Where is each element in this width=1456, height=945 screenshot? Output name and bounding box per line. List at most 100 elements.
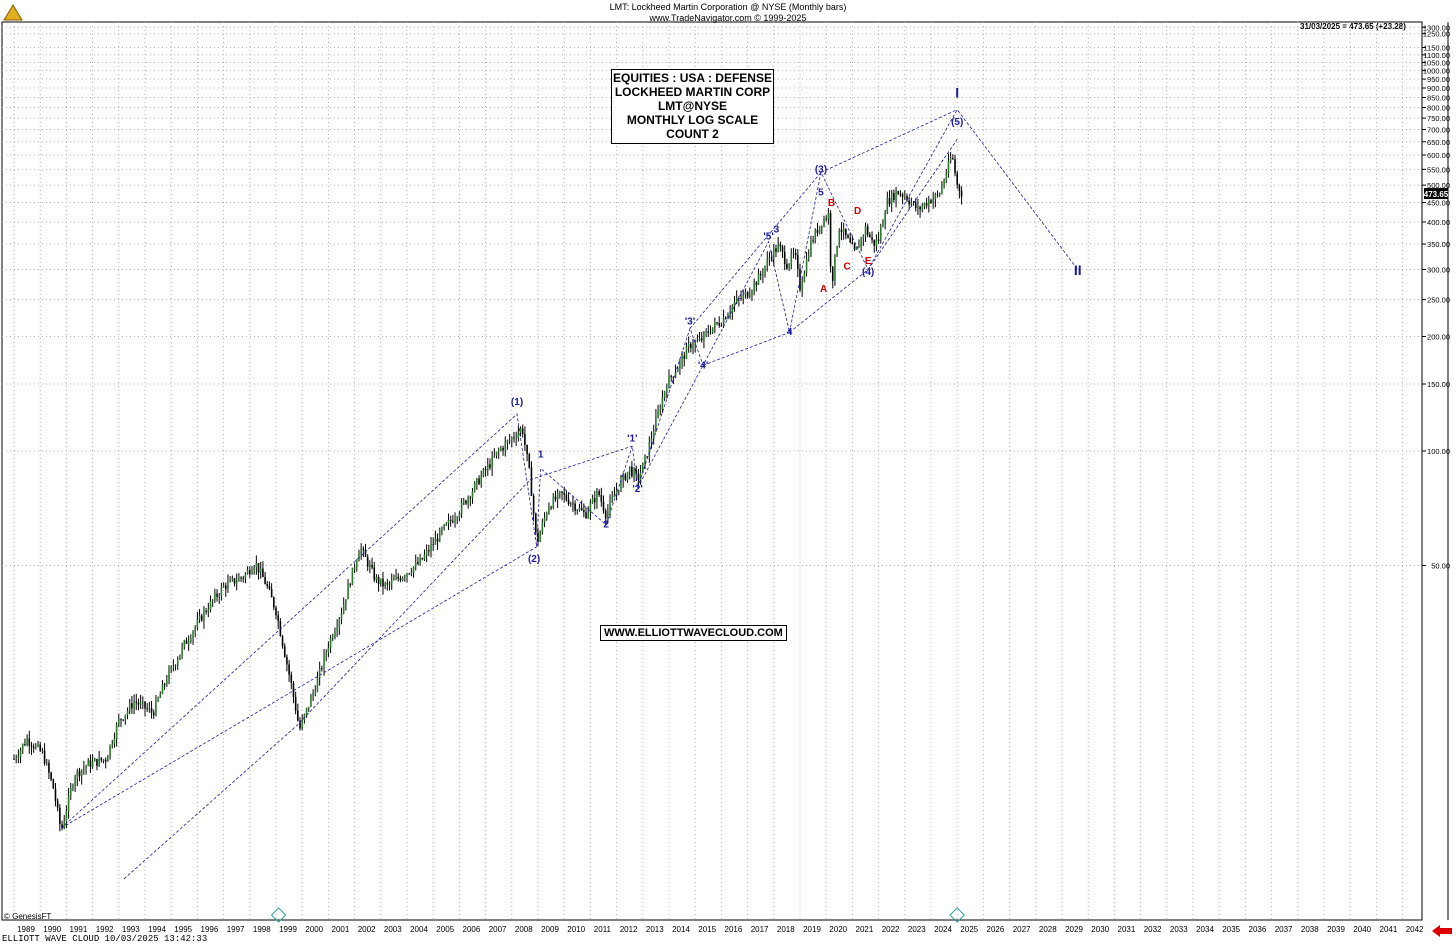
price-candle-body (724, 317, 727, 319)
price-candle-body (554, 496, 557, 500)
price-candle-body (945, 173, 948, 181)
price-candle-body (187, 641, 190, 644)
price-candle-body (810, 240, 812, 256)
price-candle-body (122, 719, 124, 721)
x-tick-label: 1997 (227, 925, 245, 934)
y-tick-label: 300.00 (1427, 266, 1450, 275)
price-candle-body (842, 228, 845, 233)
price-candle-body (537, 532, 539, 542)
y-tick-label: 1250.00 (1423, 30, 1450, 39)
price-candle-body (331, 637, 334, 639)
price-candle-body (607, 510, 609, 519)
price-candle-body (465, 500, 467, 504)
price-candle-body (292, 682, 295, 697)
x-tick-label: 2023 (908, 925, 926, 934)
price-candle-body (803, 272, 806, 282)
scroll-arrow-icon[interactable] (1430, 924, 1454, 938)
price-candle-body (486, 464, 489, 471)
price-candle-body (408, 573, 410, 575)
price-candle-body (301, 719, 303, 729)
price-candle-body (78, 770, 81, 777)
price-candle-body (541, 522, 544, 533)
price-candle-body (113, 738, 116, 744)
price-candle-body (24, 744, 26, 745)
price-candle-body (622, 474, 624, 481)
price-candle-body (80, 769, 83, 777)
wave-trend-line (637, 365, 704, 489)
price-candle-body (115, 725, 118, 739)
price-candle-body (478, 478, 480, 485)
price-candle-body (194, 627, 197, 633)
price-candle-body (349, 584, 352, 586)
price-candle-body (37, 744, 39, 746)
x-tick-label: 2000 (305, 925, 323, 934)
price-candle-body (628, 466, 631, 472)
price-candle-body (93, 758, 96, 762)
price-candle-body (100, 757, 103, 761)
price-candle-body (692, 346, 694, 349)
price-candle-body (224, 585, 227, 590)
price-candle-body (28, 738, 31, 746)
price-bars (13, 151, 963, 832)
price-candle-body (161, 684, 164, 694)
price-candle-body (192, 632, 194, 639)
price-candle-body (914, 202, 917, 209)
chart-title: LMT: Lockheed Martin Corporation @ NYSE … (609, 2, 847, 12)
price-candle-body (938, 193, 941, 195)
price-candle-body (559, 491, 561, 493)
trade-navigator-logo (2, 2, 24, 24)
price-candle-body (869, 234, 871, 238)
plot-frame (1, 21, 1423, 921)
price-candle-body (567, 499, 570, 505)
price-candle-body (163, 684, 166, 686)
price-candle-body (214, 593, 216, 601)
price-candle-body (35, 745, 37, 749)
price-candle-body (146, 708, 148, 710)
price-candle-body (652, 431, 655, 439)
price-candle-body (438, 529, 441, 542)
x-tick-label: 1991 (70, 925, 88, 934)
price-candle-body (864, 226, 867, 236)
price-candle-body (921, 206, 924, 210)
price-candle-body (722, 317, 725, 326)
price-candle-body (513, 437, 515, 439)
price-candle-body (635, 470, 638, 474)
x-tick-label: 2033 (1170, 925, 1188, 934)
price-candle-body (797, 255, 799, 269)
price-candle-body (69, 788, 72, 796)
price-candle-body (325, 652, 328, 655)
price-candle-body (380, 578, 382, 584)
price-candle-body (196, 619, 199, 628)
price-candle-body (190, 638, 192, 642)
price-candle-body (246, 570, 249, 574)
price-candle-body (908, 200, 910, 205)
price-candle-body (166, 680, 168, 685)
price-candle-body (61, 824, 63, 829)
price-candle-body (508, 440, 511, 442)
price-candle-body (871, 237, 873, 240)
y-tick-label: 400.00 (1427, 218, 1450, 227)
price-candle-body (679, 360, 681, 369)
y-tick-label: 100.00 (1427, 447, 1450, 456)
x-tick-label: 1994 (148, 925, 166, 934)
price-candle-body (657, 410, 659, 417)
price-candle-body (952, 158, 954, 160)
price-candle-body (96, 758, 98, 766)
x-tick-label: 2037 (1275, 925, 1293, 934)
price-candle-body (572, 503, 574, 505)
info-line: COUNT 2 (666, 127, 719, 141)
y-tick-label: 850.00 (1427, 93, 1450, 102)
price-candle-body (366, 556, 369, 567)
x-tick-label: 2035 (1222, 925, 1240, 934)
price-candle-body (583, 510, 585, 513)
price-candle-body (550, 507, 552, 509)
price-candle-body (56, 800, 59, 808)
price-candle-body (659, 409, 662, 411)
price-candle-body (919, 206, 921, 210)
price-candle-body (821, 225, 823, 227)
price-candle-body (768, 257, 771, 260)
x-tick-label: 2016 (725, 925, 743, 934)
price-candle-body (21, 744, 24, 750)
price-candle-body (834, 255, 836, 281)
price-candle-body (888, 198, 891, 205)
